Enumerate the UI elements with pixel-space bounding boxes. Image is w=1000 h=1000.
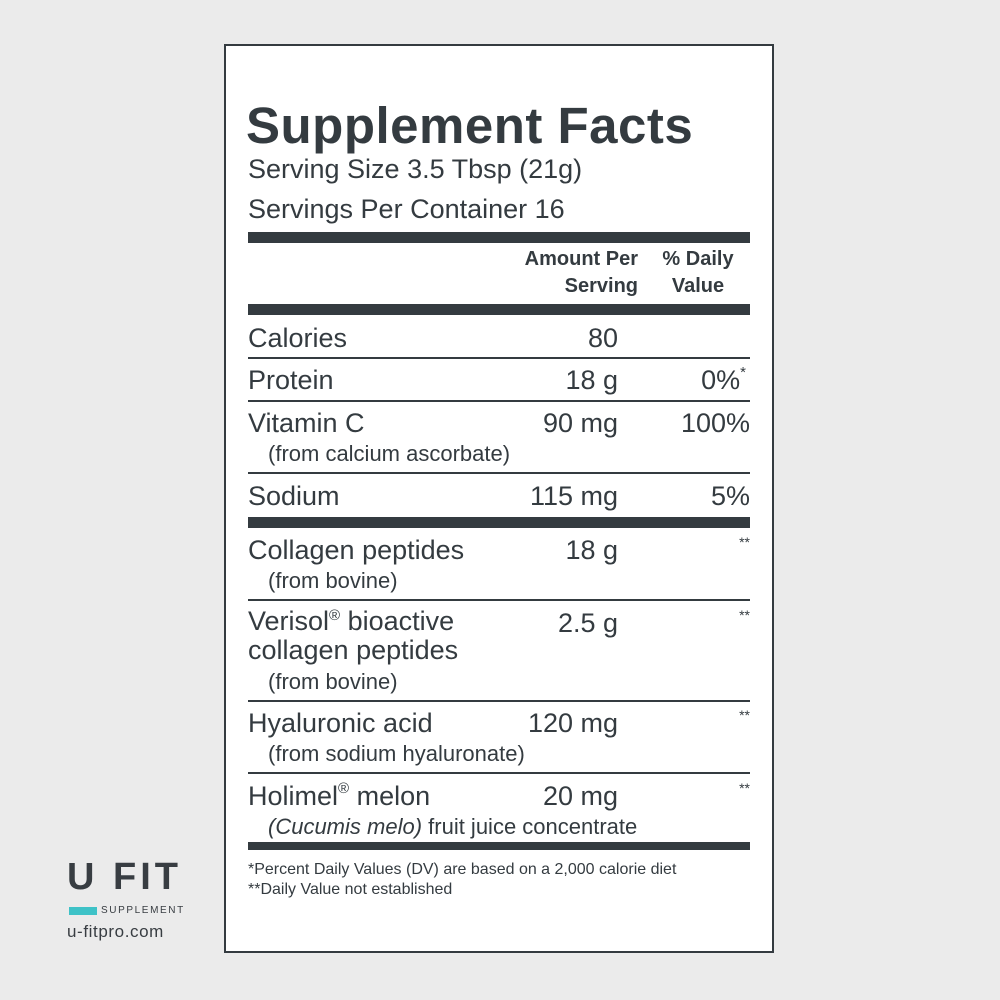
nutrient-name: Hyaluronic acid <box>248 708 433 738</box>
footnote-mark: ** <box>739 534 750 550</box>
nutrient-name: Holimel® melon <box>248 780 431 811</box>
supplement-facts-panel: Supplement Facts Serving Size 3.5 Tbsp (… <box>224 44 774 953</box>
brand-tagline: SUPPLEMENT <box>67 904 197 918</box>
nutrient-amount: 18 g <box>565 535 618 565</box>
row-divider <box>248 599 750 601</box>
daily-value: 100% <box>680 408 750 438</box>
row-divider <box>248 700 750 702</box>
accent-bar <box>69 907 97 915</box>
brand-logo: U FIT <box>67 856 182 898</box>
nutrient-name: Calories <box>248 323 348 353</box>
nutrient-amount: 80 <box>587 323 618 353</box>
row-divider <box>248 472 750 474</box>
thick-divider <box>248 842 750 850</box>
serving-size: Serving Size 3.5 Tbsp (21g) <box>248 154 583 184</box>
tagline-text: SUPPLEMENT <box>101 905 185 916</box>
registered-mark: ® <box>329 607 341 624</box>
thick-divider <box>248 304 750 315</box>
nutrient-source: (from bovine) <box>268 669 398 694</box>
nutrient-amount: 90 mg <box>542 408 618 438</box>
thick-divider <box>248 232 750 243</box>
footnote-daily-values: *Percent Daily Values (DV) are based on … <box>248 861 677 878</box>
amount-per-serving-header: Amount Per Serving <box>524 248 638 297</box>
footnote-mark: ** <box>739 707 750 723</box>
nutrient-source: (from sodium hyaluronate) <box>268 741 525 766</box>
row-divider <box>248 357 750 359</box>
nutrient-amount: 20 mg <box>542 781 618 811</box>
nutrient-amount: 120 mg <box>527 708 618 738</box>
footnote-mark: * <box>740 364 746 381</box>
brand-logo-block: U FIT SUPPLEMENT u-fitpro.com <box>67 856 197 942</box>
thick-divider <box>248 517 750 528</box>
nutrient-name: Collagen peptides <box>248 535 465 565</box>
daily-value: 5% <box>710 481 750 511</box>
row-divider <box>248 400 750 402</box>
footnote-mark: ** <box>739 780 750 796</box>
registered-mark: ® <box>338 780 350 797</box>
nutrient-name: Verisol® bioactive collagen peptides <box>248 606 459 665</box>
footnote-not-established: **Daily Value not established <box>248 881 453 898</box>
nutrient-source: (from calcium ascorbate) <box>268 441 511 466</box>
nutrient-amount: 115 mg <box>529 481 618 511</box>
daily-value: 0%* <box>701 364 746 395</box>
panel-title: Supplement Facts <box>246 97 694 154</box>
nutrient-amount: 2.5 g <box>557 608 618 638</box>
nutrient-name: Sodium <box>248 481 340 511</box>
row-divider <box>248 772 750 774</box>
nutrient-name: Protein <box>248 365 334 395</box>
footnote-mark: ** <box>739 607 750 623</box>
nutrient-source: (from bovine) <box>268 568 398 593</box>
nutrient-name: Vitamin C <box>248 408 365 438</box>
daily-value-header: % Daily Value <box>662 248 734 297</box>
nutrient-amount: 18 g <box>565 365 618 395</box>
website-url: u-fitpro.com <box>67 922 164 941</box>
servings-per-container: Servings Per Container 16 <box>248 194 565 224</box>
nutrient-source: (Cucumis melo) fruit juice concentrate <box>268 814 638 839</box>
